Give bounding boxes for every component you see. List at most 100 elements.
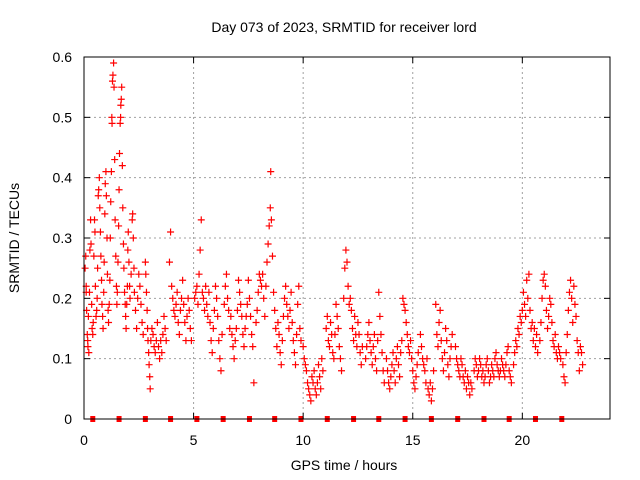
data-point [209, 325, 217, 332]
data-point [126, 294, 134, 302]
data-point [235, 276, 243, 284]
data-point [183, 312, 191, 320]
data-point [99, 312, 107, 320]
data-point [579, 361, 587, 369]
data-point [173, 288, 181, 296]
data-point [149, 331, 157, 339]
data-point [524, 294, 532, 302]
data-point [229, 343, 237, 351]
y-tick-label: 0.6 [53, 49, 73, 65]
data-point [557, 355, 565, 363]
data-point [387, 373, 395, 381]
data-point [507, 379, 515, 387]
data-point [215, 337, 223, 345]
data-point [549, 337, 557, 345]
data-point [297, 337, 305, 345]
data-point [158, 349, 166, 357]
data-point [98, 300, 106, 308]
data-point [276, 349, 284, 357]
data-point [236, 288, 244, 296]
data-point [137, 300, 145, 308]
data-point [250, 379, 258, 387]
data-point [179, 276, 187, 284]
data-point [115, 222, 123, 230]
data-point [117, 95, 125, 103]
data-point [119, 240, 127, 248]
data-point [162, 337, 170, 345]
data-point [512, 337, 520, 345]
data-point [86, 246, 94, 254]
x-tick-label: 10 [295, 432, 311, 448]
data-point [312, 391, 320, 399]
data-point [88, 300, 96, 308]
data-point [145, 349, 153, 357]
data-point [267, 216, 275, 224]
data-point [315, 361, 323, 369]
data-point [111, 156, 119, 164]
data-point [526, 306, 534, 314]
data-point [442, 325, 450, 332]
data-point [492, 349, 500, 357]
data-point [130, 264, 138, 272]
x-axis-label: GPS time / hours [291, 457, 398, 473]
data-point [519, 288, 527, 296]
data-point [254, 288, 262, 296]
data-point [180, 300, 188, 308]
data-point [568, 294, 576, 302]
data-point [504, 343, 512, 351]
data-point [430, 367, 438, 375]
data-point [160, 312, 168, 320]
data-point [121, 288, 129, 296]
data-point [343, 258, 351, 266]
data-point [199, 294, 207, 302]
data-point [370, 331, 378, 339]
data-point [391, 379, 399, 387]
data-point [90, 252, 98, 260]
data-point [244, 276, 252, 284]
data-point [168, 282, 176, 290]
data-point [212, 282, 219, 290]
data-point [335, 343, 343, 351]
data-point [108, 77, 116, 85]
data-point [569, 318, 577, 326]
data-point [556, 349, 564, 357]
data-point [194, 300, 202, 308]
data-point [107, 198, 115, 206]
data-point [464, 373, 472, 381]
data-point [539, 276, 547, 284]
data-point [174, 318, 182, 326]
data-point [510, 361, 518, 369]
data-point [412, 373, 420, 381]
data-point [576, 343, 584, 351]
data-point [270, 288, 278, 296]
data-point [428, 385, 436, 393]
data-point [186, 325, 194, 332]
data-point [426, 379, 434, 387]
data-point [198, 288, 206, 296]
data-point [373, 367, 381, 375]
data-point [231, 337, 239, 345]
data-point [468, 385, 476, 393]
data-point [96, 228, 104, 236]
data-point [226, 325, 234, 332]
data-point [325, 343, 333, 351]
data-point [85, 349, 93, 357]
data-point [364, 331, 372, 339]
data-point [130, 288, 138, 296]
data-point [436, 306, 444, 314]
data-point [192, 288, 200, 296]
data-point [274, 318, 282, 326]
data-point [81, 264, 89, 272]
data-point [514, 325, 522, 332]
data-point [195, 270, 203, 278]
data-point [273, 343, 281, 351]
data-point [336, 355, 344, 363]
data-point [91, 216, 99, 224]
data-point [534, 349, 542, 357]
data-point [515, 331, 523, 339]
data-point [239, 331, 247, 339]
data-point [396, 373, 404, 381]
data-point [398, 337, 406, 345]
data-point [178, 294, 186, 302]
data-point [366, 337, 374, 345]
